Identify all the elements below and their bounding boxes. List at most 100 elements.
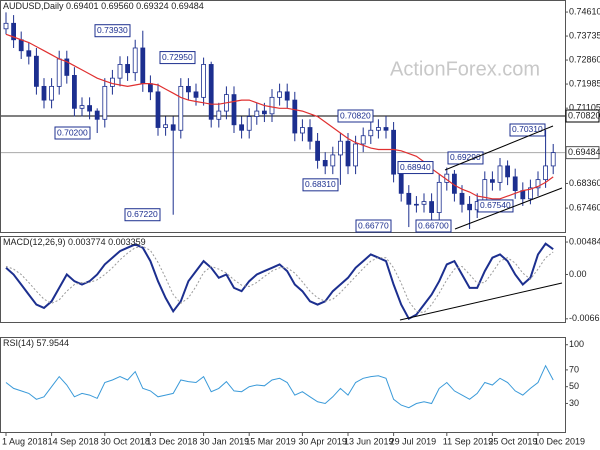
candle-body (11, 22, 17, 41)
candle-body (87, 105, 92, 112)
candle-body (239, 124, 245, 131)
candle-body (505, 165, 511, 178)
candle-body (489, 179, 495, 183)
annotation-box (477, 199, 514, 213)
annotation-box (337, 109, 374, 123)
candle-body (330, 154, 336, 167)
rsi-value: 57.9544 (37, 338, 70, 348)
y-tick-label: -0.006624 (569, 313, 600, 323)
candle-body (360, 135, 366, 145)
candle-body (178, 85, 184, 131)
signal-value: 0.003359 (108, 237, 146, 247)
y-tick-label: 70 (569, 364, 579, 374)
candle-body (254, 110, 260, 117)
candle-body (535, 179, 541, 189)
rsi-header: RSI(14) 57.9544 (3, 338, 69, 348)
annotation-label: 0.70310 (512, 124, 543, 134)
annotation-label: 0.69290 (450, 152, 481, 162)
annotation-label: 0.68310 (305, 179, 336, 189)
candle-body (34, 55, 39, 87)
y-tick-label: 100 (569, 339, 584, 349)
candle-body (550, 152, 556, 167)
candle-body (467, 203, 473, 211)
x-tick-label: 25 Oct 2019 (488, 436, 537, 446)
high-value: 0.69560 (101, 1, 134, 11)
candle-body (102, 85, 108, 120)
x-tick-label: 10 Dec 2019 (534, 436, 585, 446)
candle-body (117, 64, 123, 79)
candle-body (140, 47, 146, 85)
reference-label: 0.70820 (568, 110, 600, 120)
macd-panel (0, 236, 566, 323)
candle-body (353, 143, 359, 167)
candle-body (391, 129, 397, 175)
open-value: 0.69401 (66, 1, 99, 11)
y-tick-label: 0.71985 (569, 78, 600, 88)
candle-body (41, 85, 47, 101)
candle-body (307, 127, 313, 142)
plot-layer: 0.74610 0.73735 0.72860 0.71985 0.71105 0.683… (1, 6, 600, 446)
macd-line (5, 242, 554, 321)
annotation-box (415, 219, 452, 233)
candle-body (49, 85, 54, 101)
candle-body (147, 83, 153, 93)
candle-body (421, 201, 427, 205)
candle-body (261, 110, 267, 115)
candle-body (497, 165, 503, 183)
candle-body (368, 129, 374, 137)
close-value: 0.69484 (171, 1, 204, 11)
annotation-box (447, 151, 484, 165)
x-tick-label: 1 Aug 2018 (2, 436, 48, 446)
candle-body (201, 64, 207, 98)
annotation-box (94, 24, 131, 38)
candle-body (284, 91, 290, 101)
rsi-line (5, 364, 554, 409)
annotation-box (302, 178, 339, 192)
x-tick-label: 13 Dec 2018 (146, 436, 197, 446)
x-tick-label: 30 Oct 2018 (101, 436, 150, 446)
candle-body (94, 110, 100, 120)
candle-body (436, 181, 442, 213)
candle-body (3, 22, 9, 30)
candle-body (216, 110, 222, 120)
moving-average (5, 33, 554, 200)
candle-body (406, 192, 412, 205)
candle-body (543, 165, 548, 181)
watermark: ActionForex.com (390, 58, 540, 80)
annotation-box (159, 51, 196, 65)
candle-body (246, 116, 252, 131)
candle-body (269, 96, 275, 115)
y-tick-label: 0.73735 (569, 30, 600, 40)
macd-trendline (399, 282, 563, 321)
x-tick-label: 30 Apr 2019 (298, 436, 347, 446)
reference-label-box (565, 146, 600, 160)
y-tick-label: 50 (569, 381, 579, 391)
x-tick-label: 14 Sep 2018 (48, 436, 99, 446)
candle-body (193, 91, 199, 98)
x-tick-label: 29 Jul 2019 (390, 436, 437, 446)
x-tick-label: 11 Sep 2019 (443, 436, 493, 446)
annotation-label: 0.73930 (97, 25, 128, 35)
candle-body (512, 176, 518, 191)
candle-body (72, 75, 77, 109)
y-tick-label: 0.67460 (569, 203, 600, 213)
candle-body (520, 190, 526, 200)
candle-body (64, 58, 70, 76)
y-tick-label: 0.72860 (569, 54, 600, 64)
y-tick-label: 0.00 (569, 269, 587, 279)
channel-lower (454, 187, 563, 230)
y-tick-label: 0.71105 (569, 103, 600, 113)
x-tick-label: 30 Jan 2019 (200, 436, 250, 446)
candle-body (155, 91, 161, 128)
rsi-panel (0, 337, 566, 433)
candle-body (315, 140, 321, 161)
low-value: 0.69324 (136, 1, 169, 11)
candle-body (345, 140, 351, 167)
candle-body (132, 47, 138, 74)
annotation-box (355, 219, 392, 233)
y-tick-label: 0.68360 (569, 178, 600, 188)
annotation-label: 0.66770 (358, 220, 389, 230)
candle-body (482, 179, 488, 202)
